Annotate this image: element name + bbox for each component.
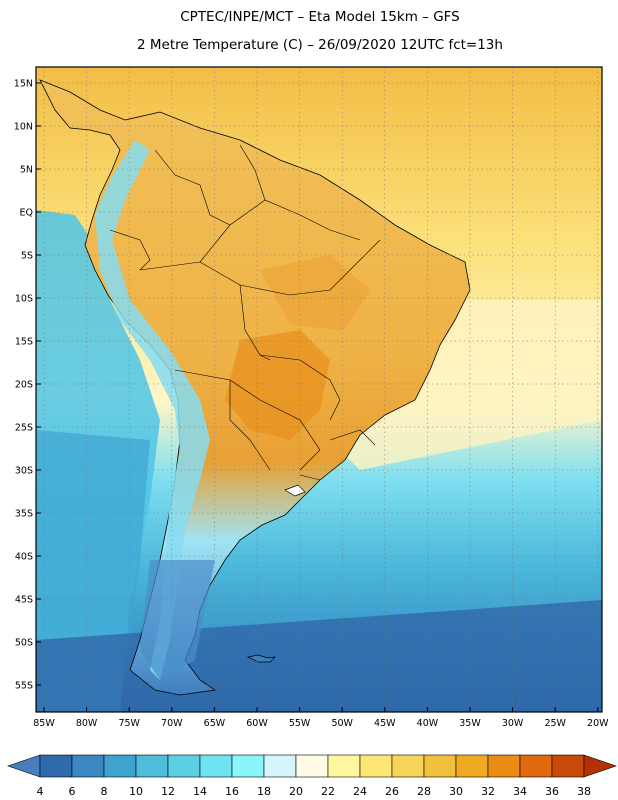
colorbar-label: 20 xyxy=(289,785,303,798)
colorbar-box xyxy=(423,754,457,778)
lon-label: 45W xyxy=(374,718,396,729)
lat-label: 35S xyxy=(15,509,33,520)
colorbar-label: 16 xyxy=(225,785,239,798)
lagoon-feature xyxy=(284,484,306,497)
colorbar-arrow-left xyxy=(7,754,41,778)
colorbar-label: 14 xyxy=(193,785,207,798)
colorbar-box xyxy=(391,754,425,778)
lon-label: 65W xyxy=(204,718,226,729)
colorbar-box xyxy=(295,754,329,778)
lat-label: 20S xyxy=(15,380,33,391)
lat-label: 5N xyxy=(20,165,33,176)
lon-label: 35W xyxy=(459,718,481,729)
colorbar-box xyxy=(263,754,297,778)
colorbar-box xyxy=(135,754,169,778)
colorbar-label: 36 xyxy=(545,785,559,798)
colorbar-label: 32 xyxy=(481,785,495,798)
colorbar-label: 26 xyxy=(385,785,399,798)
interior-hot-core xyxy=(225,330,330,440)
lat-label: 45S xyxy=(15,595,33,606)
colorbar-box xyxy=(71,754,105,778)
lat-label: 25S xyxy=(15,423,33,434)
colorbar-label: 30 xyxy=(449,785,463,798)
lon-label: 55W xyxy=(289,718,311,729)
lat-label: 40S xyxy=(15,552,33,563)
colorbar-label: 22 xyxy=(321,785,335,798)
colorbar-box xyxy=(487,754,521,778)
colorbar-box xyxy=(199,754,233,778)
colorbar-label: 4 xyxy=(37,785,44,798)
country-borders xyxy=(109,144,381,481)
colorbar-label: 10 xyxy=(129,785,143,798)
lon-label: 50W xyxy=(331,718,353,729)
north-hot-core xyxy=(260,255,370,330)
colorbar-box xyxy=(551,754,585,778)
colorbar-label: 38 xyxy=(577,785,591,798)
patagonia-cool xyxy=(140,560,215,680)
lat-label: 15S xyxy=(15,337,33,348)
colorbar-box xyxy=(327,754,361,778)
colorbar-label: 34 xyxy=(513,785,527,798)
atlantic-warm-band xyxy=(330,300,602,470)
longitude-labels: 85W 80W 75W 70W 65W 60W 55W 50W 45W 40W 35W 30W 25W 2… xyxy=(33,707,609,729)
colorbar-box xyxy=(455,754,489,778)
latitude-labels: 15N 10N 5N EQ 5S 10S 15S 20S 25S 30S 35S 40S 45S 50S 5… xyxy=(14,79,41,692)
lat-label: 5S xyxy=(21,251,33,262)
colorbar-box xyxy=(519,754,553,778)
lat-label: 10N xyxy=(14,122,33,133)
colorbar-label: 6 xyxy=(69,785,76,798)
colorbar-label: 12 xyxy=(161,785,175,798)
colorbar-label: 28 xyxy=(417,785,431,798)
colorbar-arrow-right xyxy=(583,754,617,778)
plot-area xyxy=(36,67,602,712)
lat-label: 15N xyxy=(14,79,33,90)
plot-frame xyxy=(35,66,603,713)
lon-label: 70W xyxy=(161,718,183,729)
lat-label: EQ xyxy=(20,208,33,219)
andes-cold-strip xyxy=(95,140,210,680)
lon-label: 30W xyxy=(502,718,524,729)
falkland-islands xyxy=(246,654,276,663)
lon-label: 40W xyxy=(417,718,439,729)
colorbar-box xyxy=(103,754,137,778)
colorbar-label: 24 xyxy=(353,785,367,798)
title-line-2: 2 Metre Temperature (C) – 26/09/2020 12U… xyxy=(137,37,503,53)
lon-label: 25W xyxy=(544,718,566,729)
lon-label: 60W xyxy=(246,718,268,729)
colorbar-box xyxy=(39,754,73,778)
colorbar-label: 8 xyxy=(101,785,108,798)
lat-label: 50S xyxy=(15,638,33,649)
lon-label: 85W xyxy=(33,718,55,729)
lon-label: 80W xyxy=(76,718,98,729)
lat-label: 55S xyxy=(15,681,33,692)
colorbar-box xyxy=(167,754,201,778)
lon-label: 75W xyxy=(118,718,140,729)
colorbar-box xyxy=(231,754,265,778)
lat-label: 30S xyxy=(15,466,33,477)
colorbar-label: 18 xyxy=(257,785,271,798)
lon-label: 20W xyxy=(587,718,609,729)
title-line-1: CPTEC/INPE/MCT – Eta Model 15km – GFS xyxy=(180,9,460,25)
colorbar-box xyxy=(359,754,393,778)
colorbar: 4 6 8 10 12 14 16 18 20 22 24 26 28 30 32 34 36 38 xyxy=(7,754,617,798)
lat-label: 10S xyxy=(15,294,33,305)
